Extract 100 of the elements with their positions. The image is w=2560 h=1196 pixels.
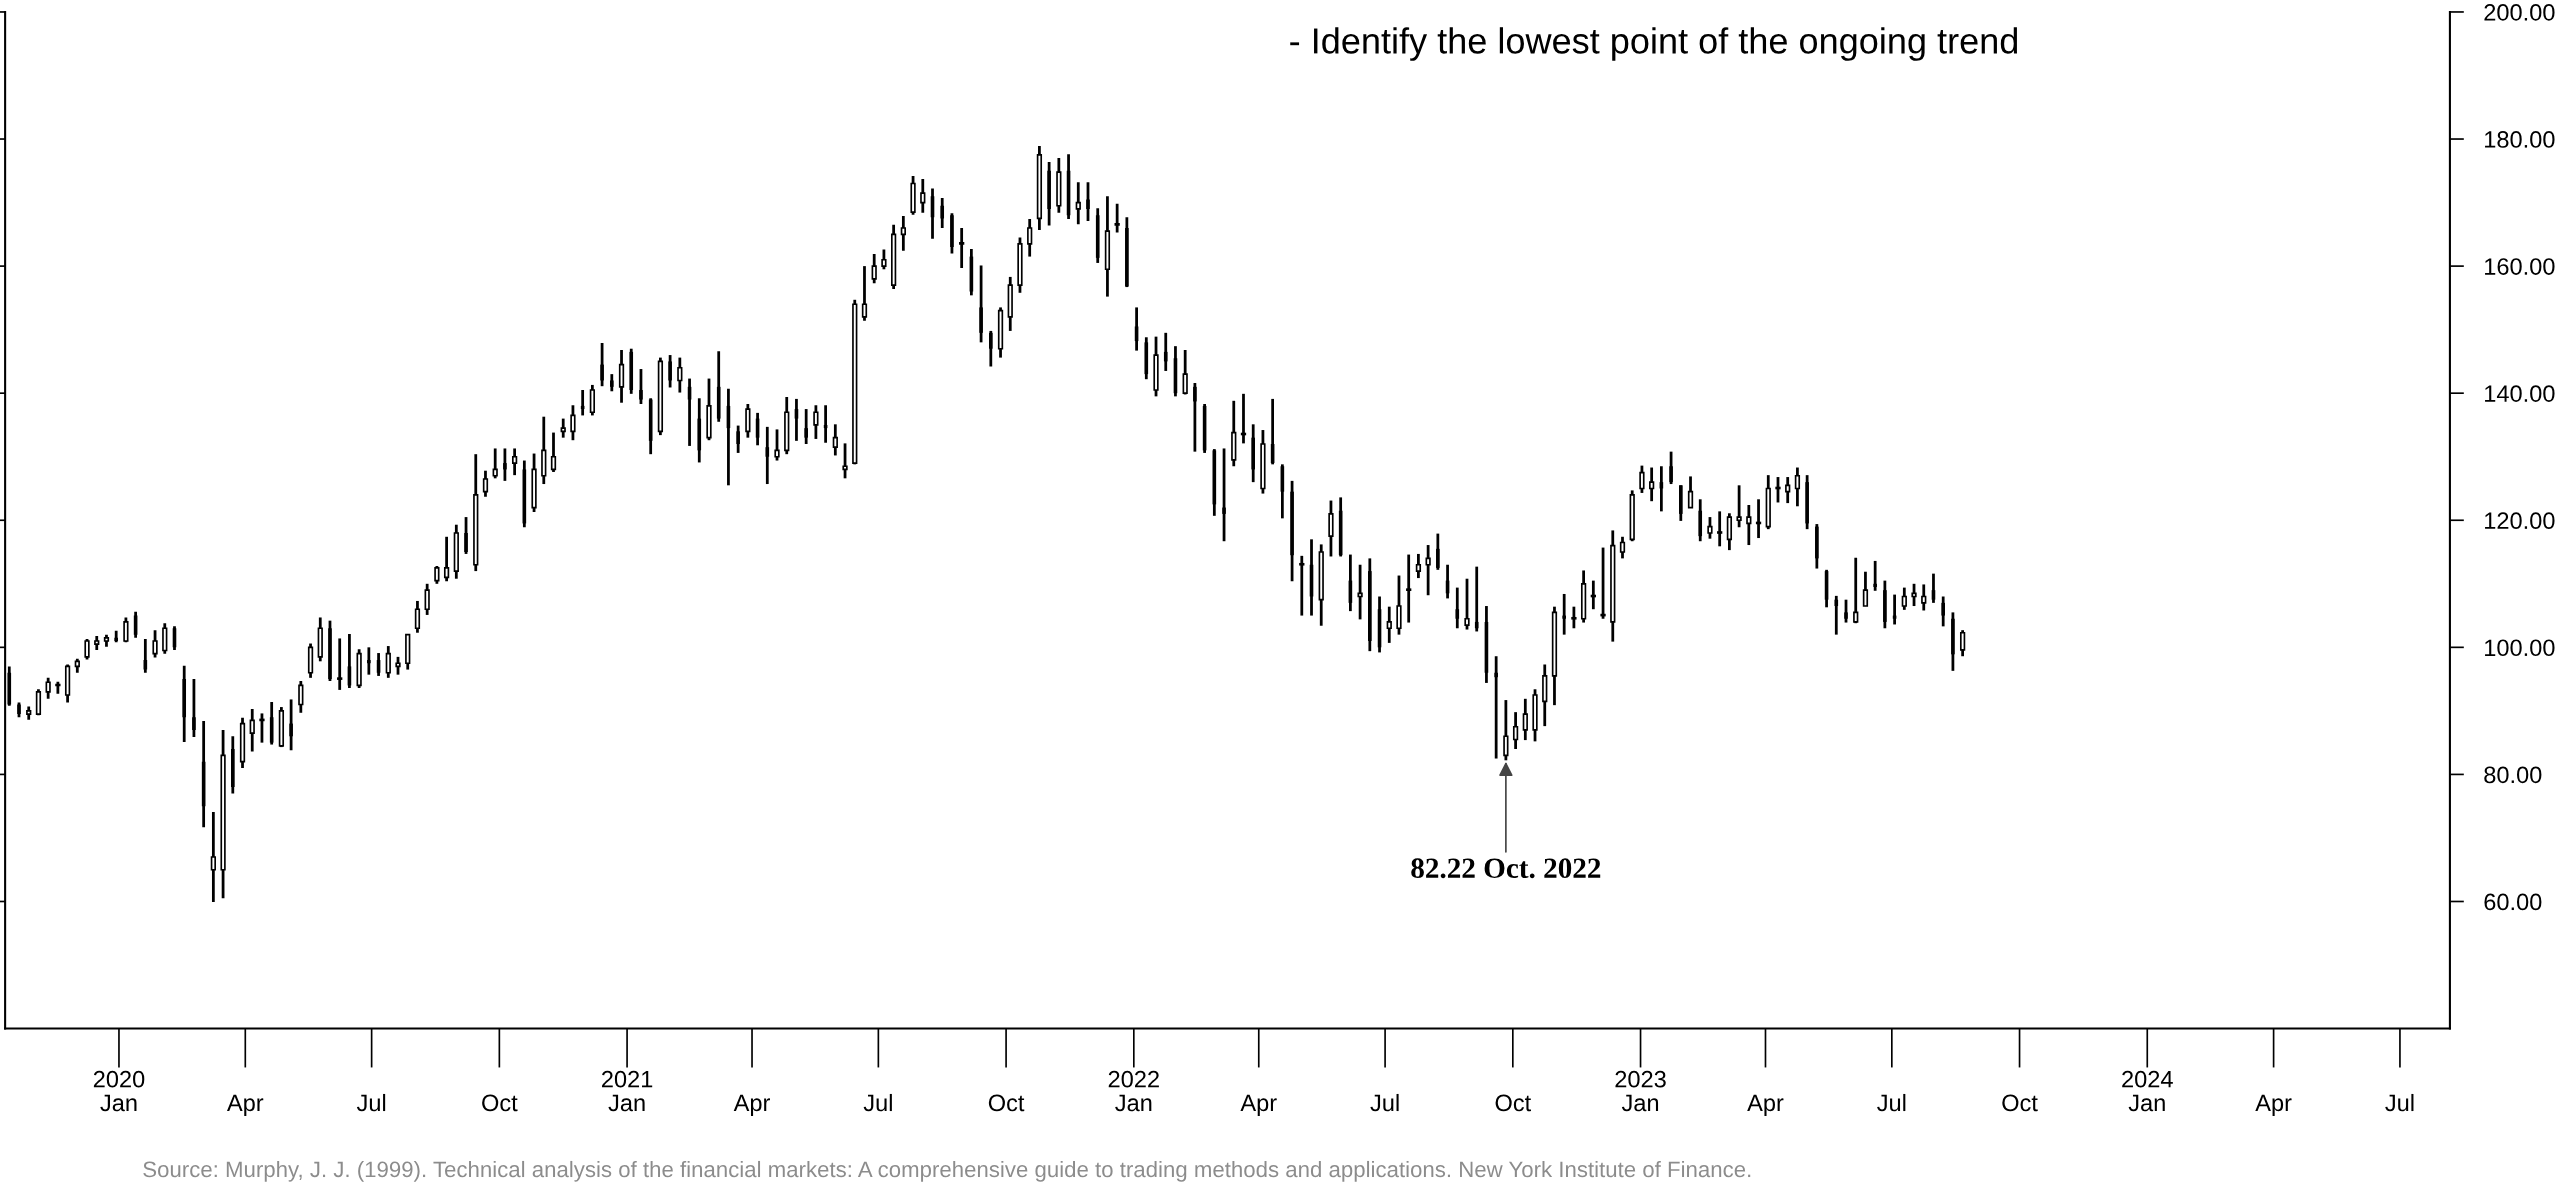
candlestick [328, 619, 332, 683]
x-tick-label: 2024 Jan [2122, 1070, 2173, 1112]
candlestick [1415, 552, 1422, 580]
candlestick [832, 422, 838, 457]
candlestick [979, 264, 983, 344]
candlestick [1494, 654, 1498, 760]
annotation: 82.22 Oct. 2022 [1411, 858, 1601, 879]
candlestick [298, 679, 304, 715]
candlestick [774, 428, 780, 462]
candlestick [45, 676, 51, 701]
candlestick [1746, 503, 1752, 547]
candlestick [17, 701, 21, 719]
candlestick [1047, 160, 1051, 227]
candlestick [1590, 579, 1596, 611]
candlestick [1959, 628, 1966, 658]
candlestick [1883, 579, 1887, 630]
candlestick [736, 424, 740, 455]
candlestick [1775, 475, 1781, 504]
candlestick [1436, 532, 1440, 572]
x-tick-label: Oct [482, 1094, 518, 1112]
y-tick-label: 180.00 [2485, 131, 2555, 148]
candlestick [210, 810, 217, 904]
chart-title: - Identify the lowest point of the ongoing trend [1290, 27, 2018, 61]
candlestick [813, 403, 819, 441]
candlestick [1075, 180, 1081, 226]
candlestick [152, 628, 158, 659]
candlestick [1328, 499, 1334, 558]
y-tick-label: 140.00 [2485, 385, 2555, 402]
candlestick [1726, 511, 1733, 552]
candlestick [989, 329, 993, 368]
candlestick [1182, 348, 1188, 396]
candlestick [900, 214, 906, 253]
candlestick [1649, 466, 1655, 503]
candlestick [1290, 479, 1294, 583]
candlestick [1679, 483, 1683, 523]
candlestick [1785, 475, 1791, 505]
candlestick [123, 616, 129, 644]
y-tick-label: 60.00 [2484, 893, 2542, 911]
candlestick [1299, 554, 1305, 617]
candlestick [231, 734, 235, 795]
candlestick [1240, 392, 1247, 445]
candlestick [1464, 577, 1470, 631]
candlestick [1911, 582, 1917, 608]
candlestick [1853, 556, 1859, 625]
candlestick [259, 712, 265, 745]
candlestick [842, 441, 848, 480]
x-tick-label: Jul [863, 1093, 892, 1112]
candlestick [1862, 570, 1869, 608]
x-tick-label: 2021 Jan [602, 1070, 653, 1112]
x-tick-label: 2022 Jan [1108, 1070, 1159, 1112]
candlestick [367, 645, 371, 677]
candlestick [1562, 592, 1566, 637]
candlestick [804, 407, 808, 446]
candlestick [414, 599, 421, 635]
candlestick [114, 629, 118, 644]
candlestick [1619, 535, 1626, 560]
x-tick-label: Jul [1877, 1093, 1906, 1112]
candlestick [1522, 697, 1528, 742]
candlestick [871, 252, 877, 285]
candlestick [560, 417, 566, 440]
candlestick [1794, 466, 1801, 508]
x-tick-label: 2020 Jan [93, 1070, 145, 1112]
y-tick-label: 100.00 [2485, 639, 2555, 657]
candlestick [84, 637, 90, 661]
candlestick [1251, 422, 1256, 484]
candlestick [610, 372, 614, 393]
y-tick-label: 80.00 [2484, 766, 2542, 784]
candlestick [1368, 556, 1372, 653]
candlestick [1512, 710, 1519, 751]
y-tick-label: 160.00 [2485, 258, 2555, 275]
x-tick-label: 2023 Jan [1615, 1070, 1666, 1112]
candlestick [1163, 331, 1168, 373]
candlestick [1815, 522, 1819, 570]
candlestick [1707, 515, 1713, 541]
candlestick [1736, 483, 1742, 529]
candlestick [1921, 583, 1927, 612]
candlestick [511, 447, 518, 477]
candlestick [1114, 202, 1120, 234]
candlestick [1755, 497, 1762, 540]
candlestick [1687, 475, 1694, 509]
candlestick [1396, 574, 1402, 637]
y-tick-label: 200.00 [2484, 4, 2555, 21]
candlestick [745, 402, 751, 440]
x-tick-label: Apr [2255, 1094, 2292, 1116]
x-tick-label: Oct [2002, 1094, 2038, 1112]
candlestick [950, 211, 954, 255]
candlestick [503, 447, 507, 483]
candlestick [482, 469, 489, 499]
candlestick [1951, 611, 1955, 673]
candlestick [1455, 586, 1460, 630]
candlestick [192, 677, 196, 739]
x-tick-label: Apr [1240, 1094, 1277, 1116]
candlestick [1503, 698, 1509, 762]
candlestick [1600, 546, 1606, 621]
candlestick [1941, 595, 1945, 628]
candlestick [1571, 605, 1577, 630]
candlestick [182, 664, 187, 744]
candlestick [385, 644, 391, 680]
candlestick [1386, 605, 1392, 645]
candlestick [920, 177, 926, 215]
